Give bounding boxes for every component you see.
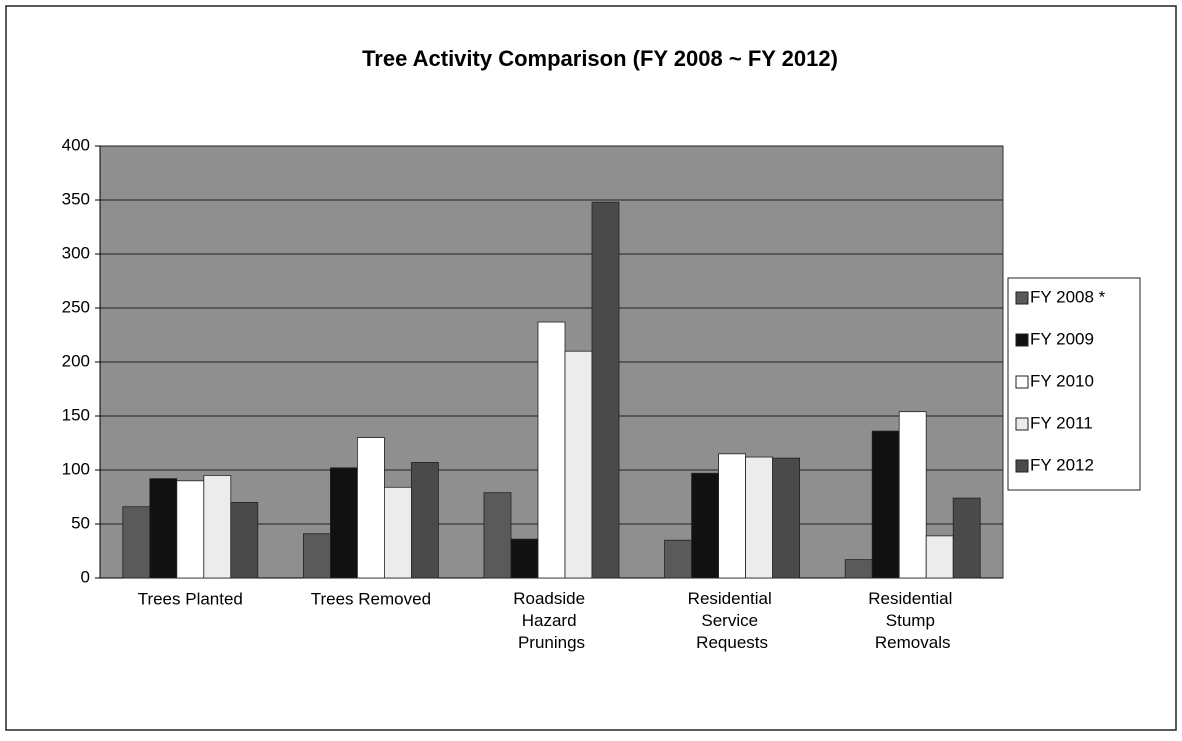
x-tick-label: Trees Planted: [138, 589, 243, 608]
x-tick-label: Residential Service Requests: [688, 589, 777, 652]
bar: [925, 535, 954, 579]
bar: [510, 538, 539, 579]
bar: [537, 321, 566, 579]
bar: [691, 472, 719, 579]
legend-label: FY 2009: [1030, 329, 1094, 348]
bar: [302, 533, 331, 579]
legend-label: FY 2010: [1030, 371, 1094, 390]
legend-box: [1007, 277, 1141, 491]
y-tick-label: 150: [62, 405, 90, 424]
x-tick-label: Roadside Hazard Prunings: [513, 589, 590, 652]
legend-label: FY 2011: [1030, 413, 1093, 432]
y-tick-label: 50: [71, 513, 90, 532]
y-tick-label: 250: [62, 297, 90, 316]
bar: [871, 430, 900, 579]
legend-label: FY 2012: [1030, 455, 1094, 474]
bar: [329, 467, 358, 579]
y-tick-label: 400: [62, 135, 90, 154]
bar: [844, 559, 873, 579]
y-tick-label: 0: [81, 567, 90, 586]
bar: [122, 506, 151, 579]
bar: [718, 453, 746, 579]
legend-swatch: [1015, 291, 1029, 305]
bar: [230, 501, 259, 579]
y-tick-label: 100: [62, 459, 90, 478]
bar: [591, 201, 620, 579]
bar: [745, 456, 773, 579]
bar: [483, 492, 512, 579]
bar: [203, 474, 232, 579]
legend-swatch: [1015, 459, 1029, 473]
y-tick-label: 350: [62, 189, 90, 208]
legend-swatch: [1015, 333, 1029, 347]
bar: [664, 539, 692, 579]
bar: [383, 486, 412, 579]
bar: [149, 478, 178, 579]
legend-swatch: [1015, 417, 1029, 431]
x-tick-label: Residential Stump Removals: [868, 589, 957, 652]
bar: [176, 480, 205, 579]
y-tick-label: 300: [62, 243, 90, 262]
legend-label: FY 2008 *: [1030, 287, 1106, 306]
bar: [898, 411, 927, 579]
chart-title: Tree Activity Comparison (FY 2008 ~ FY 2…: [362, 46, 838, 71]
bar: [952, 497, 981, 579]
legend-swatch: [1015, 375, 1029, 389]
y-tick-label: 200: [62, 351, 90, 370]
bar: [564, 350, 593, 579]
bar: [772, 457, 800, 579]
bar: [356, 437, 385, 579]
x-tick-label: Trees Removed: [311, 589, 431, 608]
bar: [410, 462, 439, 579]
